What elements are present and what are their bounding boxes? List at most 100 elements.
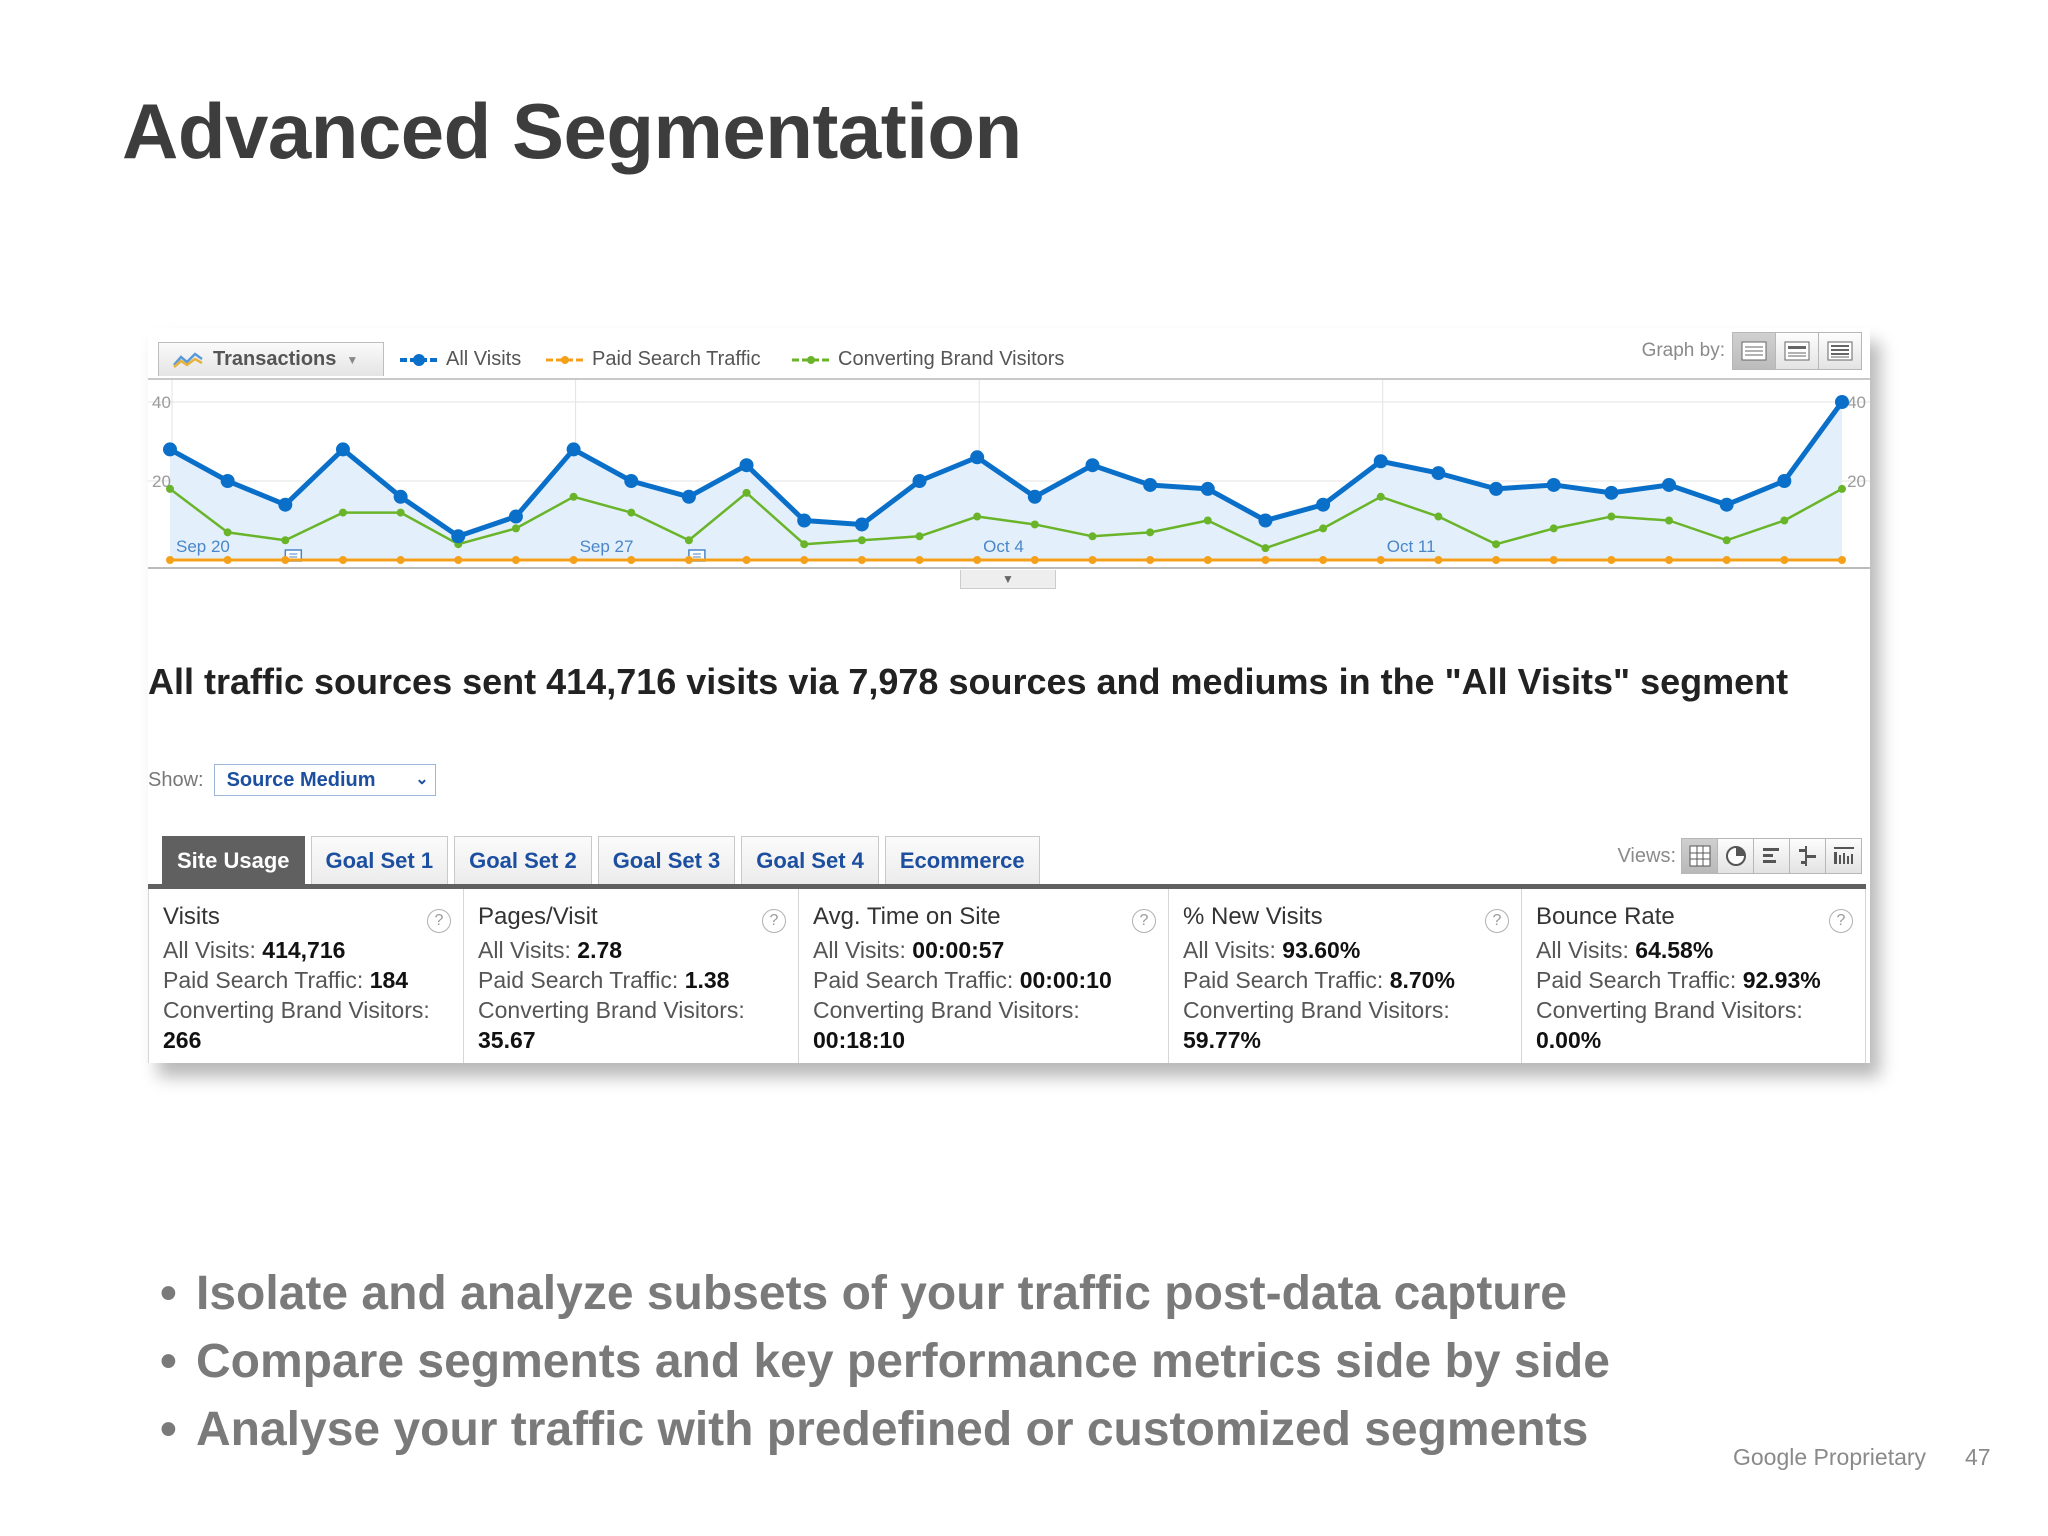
stat-visits: Visits ? All Visits: 414,716 Paid Search… [149, 889, 464, 1063]
graph-by-label: Graph by: [1641, 340, 1725, 361]
stat-conv-label: Converting Brand Visitors: [478, 997, 745, 1023]
bar-list-icon [1762, 848, 1779, 863]
stat-bounce-rate: Bounce Rate ? All Visits: 64.58% Paid Se… [1522, 889, 1866, 1063]
data-point [281, 536, 290, 545]
scorecard-row: Visits ? All Visits: 414,716 Paid Search… [148, 889, 1867, 1063]
metric-dropdown-label: Transactions [213, 348, 337, 370]
data-point [1549, 556, 1558, 564]
graph-by-month-button[interactable] [1818, 332, 1862, 370]
help-icon[interactable]: ? [762, 909, 786, 933]
data-point [1434, 556, 1443, 564]
chevron-down-icon: ▼ [1002, 572, 1014, 586]
data-point [684, 556, 693, 564]
tab-goal-set-4[interactable]: Goal Set 4 [741, 836, 879, 884]
data-point [1607, 512, 1616, 521]
data-point [569, 556, 578, 564]
data-point [1489, 481, 1504, 496]
data-point [1146, 556, 1155, 564]
data-point [1085, 458, 1100, 473]
metric-tabs: Site Usage Goal Set 1 Goal Set 2 Goal Se… [162, 836, 1046, 884]
data-point [223, 528, 232, 537]
data-point [742, 488, 751, 497]
data-point [739, 458, 754, 473]
stat-all-label: All Visits: [163, 937, 256, 963]
pivot-table-icon [1833, 847, 1854, 864]
table-view-button[interactable] [1681, 838, 1718, 874]
stat-paid-value: 1.38 [684, 967, 730, 993]
pivot-view-button[interactable] [1825, 838, 1862, 874]
data-point [1088, 556, 1097, 564]
stat-all-value: 93.60% [1282, 937, 1361, 963]
stat-all-value: 00:00:57 [912, 937, 1005, 963]
data-point [163, 442, 177, 457]
data-point [1722, 556, 1731, 564]
stat-conv-value: 00:18:10 [813, 1027, 906, 1053]
data-point [1492, 556, 1501, 564]
tab-goal-set-1[interactable]: Goal Set 1 [310, 836, 449, 884]
data-point [1549, 524, 1558, 533]
data-point [627, 556, 636, 564]
tab-goal-set-2[interactable]: Goal Set 2 [454, 836, 592, 884]
data-point [973, 512, 982, 521]
data-point [566, 442, 581, 457]
page-number: 47 [1965, 1444, 1991, 1470]
help-icon[interactable]: ? [427, 909, 451, 933]
help-icon[interactable]: ? [1132, 909, 1156, 933]
legend-label: Paid Search Traffic [592, 348, 761, 370]
help-icon[interactable]: ? [1485, 909, 1509, 933]
data-point [1604, 485, 1619, 500]
show-label: Show: [148, 768, 204, 791]
comparison-view-button[interactable] [1789, 838, 1826, 874]
stat-paid-label: Paid Search Traffic: [163, 967, 364, 993]
stat-all-label: All Visits: [1536, 937, 1629, 963]
dimension-select[interactable]: Source Medium ⌄ [213, 764, 436, 796]
data-point [511, 524, 520, 533]
data-point [1546, 477, 1561, 492]
stat-all-label: All Visits: [1183, 937, 1276, 963]
stat-paid-value: 8.70% [1389, 967, 1455, 993]
stat-paid-value: 00:00:10 [1019, 967, 1112, 993]
x-tick-label: Sep 27 [580, 537, 634, 556]
line-chart-icon [173, 351, 203, 368]
data-point [797, 513, 812, 528]
data-point [1203, 516, 1212, 525]
data-point [338, 556, 347, 564]
stat-conv-value: 0.00% [1536, 1027, 1602, 1053]
data-point [684, 536, 693, 545]
help-icon[interactable]: ? [1829, 909, 1853, 933]
analytics-panel: Transactions ▼ All Visits Paid Search Tr… [148, 328, 1870, 1063]
stat-paid-value: 92.93% [1742, 967, 1821, 993]
bullet-item: • Analyse your traffic with predefined or… [160, 1403, 1589, 1456]
pie-view-button[interactable] [1717, 838, 1754, 874]
y-tick-label-right: 40 [1847, 393, 1866, 412]
data-point [1835, 395, 1849, 409]
graph-by-week-button[interactable] [1775, 332, 1819, 370]
legend-label: All Visits [446, 348, 522, 370]
legend-label: Converting Brand Visitors [838, 348, 1065, 370]
data-point [915, 532, 924, 541]
data-point [1838, 556, 1846, 564]
stat-all-value: 414,716 [262, 937, 346, 963]
y-tick-label-right: 20 [1847, 472, 1866, 491]
bullet-text: Analyse your traffic with predefined or … [196, 1403, 1589, 1456]
stat-paid-value: 184 [369, 967, 409, 993]
collapse-chart-button[interactable]: ▼ [960, 570, 1056, 589]
data-point [1261, 544, 1270, 553]
stat-avg-time-on-site: Avg. Time on Site ? All Visits: 00:00:57… [799, 889, 1169, 1063]
data-point [1665, 516, 1674, 525]
stat-conv-value: 35.67 [478, 1027, 536, 1053]
metric-dropdown[interactable]: Transactions ▼ [158, 342, 384, 376]
data-point [627, 508, 636, 517]
performance-view-button[interactable] [1753, 838, 1790, 874]
data-point [1431, 466, 1446, 481]
graph-by-day-button[interactable] [1732, 332, 1776, 370]
stat-all-value: 64.58% [1635, 937, 1714, 963]
tab-ecommerce[interactable]: Ecommerce [884, 836, 1040, 884]
data-point [1258, 513, 1273, 528]
legend-item-paid-search: Paid Search Traffic [546, 348, 761, 371]
table-view-icon [1689, 845, 1710, 867]
legend-line-icon [792, 355, 830, 364]
tab-site-usage[interactable]: Site Usage [162, 836, 305, 884]
tab-goal-set-3[interactable]: Goal Set 3 [597, 836, 736, 884]
stat-name: Visits [163, 903, 220, 930]
